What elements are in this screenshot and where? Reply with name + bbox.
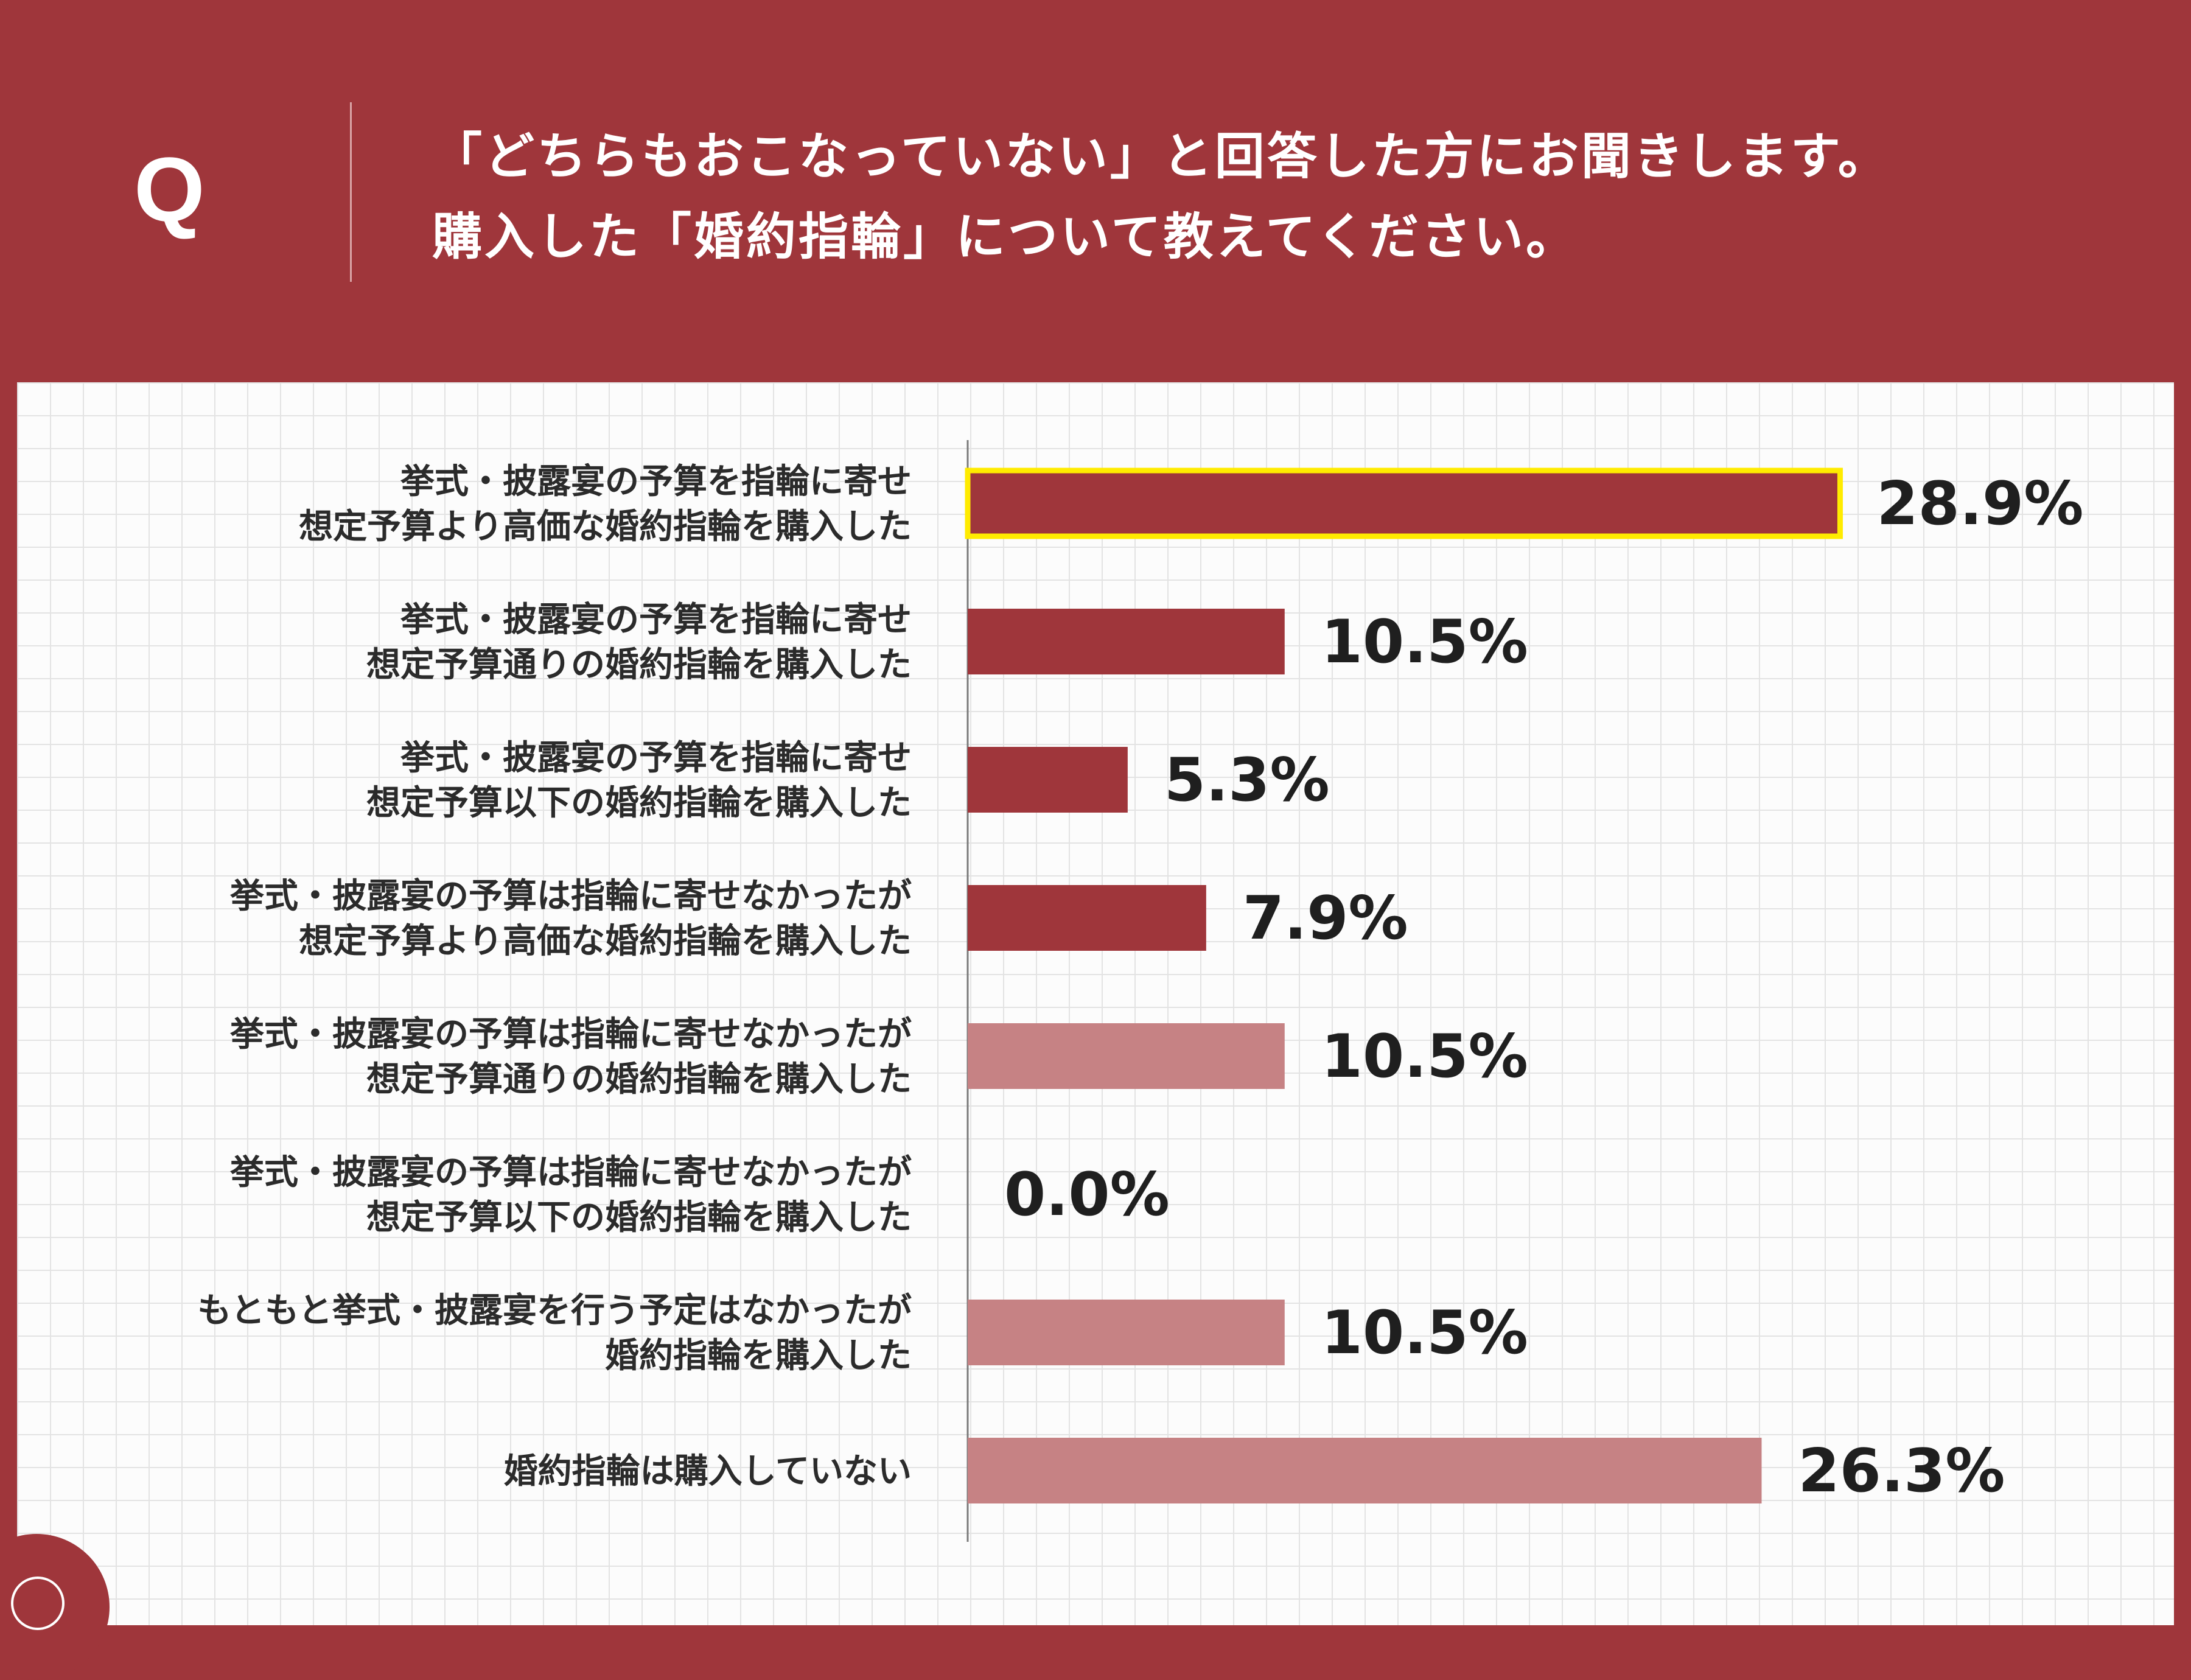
category-label-3-line-1: 挙式・披露宴の予算を指輪に寄せ xyxy=(400,738,912,778)
question-header: Q 「どちらもおこなっていない」と回答した方にお聞きします。 購入した「婚約指輪… xyxy=(0,0,2191,382)
category-label-7-line-1: もともと挙式・披露宴を行う予定はなかったが xyxy=(197,1291,912,1331)
category-label-6-line-1: 挙式・披露宴の予算は指輪に寄せなかったが xyxy=(229,1153,912,1192)
category-label-2-line-2: 想定予算通りの婚約指輪を購入した xyxy=(366,645,912,685)
value-label-1: 28.9% xyxy=(1876,469,2083,539)
category-label-6-line-2: 想定予算以下の婚約指輪を購入した xyxy=(366,1198,912,1237)
bar-5 xyxy=(968,1023,1285,1089)
value-label-6: 0.0% xyxy=(1004,1160,1170,1230)
category-label-1-line-2: 想定予算より高価な婚約指輪を購入した xyxy=(299,507,912,547)
bar-chart: 28.9%挙式・披露宴の予算を指輪に寄せ想定予算より高価な婚約指輪を購入した10… xyxy=(197,440,2083,1542)
value-label-5: 10.5% xyxy=(1321,1022,1528,1091)
bar-8 xyxy=(968,1438,1762,1503)
value-label-3: 5.3% xyxy=(1164,746,1330,815)
ring-icon xyxy=(11,1577,65,1630)
header-divider xyxy=(350,102,352,282)
question-text-line-2: 購入した「婚約指輪」について教えてください。 xyxy=(432,208,1578,266)
bar-7 xyxy=(968,1300,1285,1365)
value-label-7: 10.5% xyxy=(1321,1298,1528,1368)
category-label-4-line-2: 想定予算より高価な婚約指輪を購入した xyxy=(299,922,912,961)
category-label-1-line-1: 挙式・披露宴の予算を指輪に寄せ xyxy=(400,462,912,502)
category-label-7-line-2: 婚約指輪を購入した xyxy=(605,1336,912,1376)
bar-1 xyxy=(965,467,1843,539)
value-label-2: 10.5% xyxy=(1321,607,1528,677)
category-label-5-line-2: 想定予算通りの婚約指輪を購入した xyxy=(366,1060,912,1099)
q-mark: Q xyxy=(134,138,205,240)
value-label-4: 7.9% xyxy=(1243,884,1408,953)
category-label-3-line-2: 想定予算以下の婚約指輪を購入した xyxy=(366,783,912,823)
category-label-4-line-1: 挙式・披露宴の予算は指輪に寄せなかったが xyxy=(229,877,912,916)
category-label-5-line-1: 挙式・披露宴の予算は指輪に寄せなかったが xyxy=(229,1015,912,1054)
value-label-8: 26.3% xyxy=(1798,1437,2005,1506)
bar-3 xyxy=(968,747,1128,813)
category-label-2-line-1: 挙式・披露宴の予算を指輪に寄せ xyxy=(400,600,912,640)
chart-panel: 28.9% 挙式・披露宴の予算を指輪に寄せ 想定予算より高価な婚約指輪を購入した 10… xyxy=(17,382,2174,1625)
question-text-line-1: 「どちらもおこなっていない」と回答した方にお聞きします。 xyxy=(432,128,1890,186)
category-label-8-line-1: 婚約指輪は購入していない xyxy=(504,1452,912,1491)
bar-4 xyxy=(968,885,1206,951)
bar-2 xyxy=(968,609,1285,674)
